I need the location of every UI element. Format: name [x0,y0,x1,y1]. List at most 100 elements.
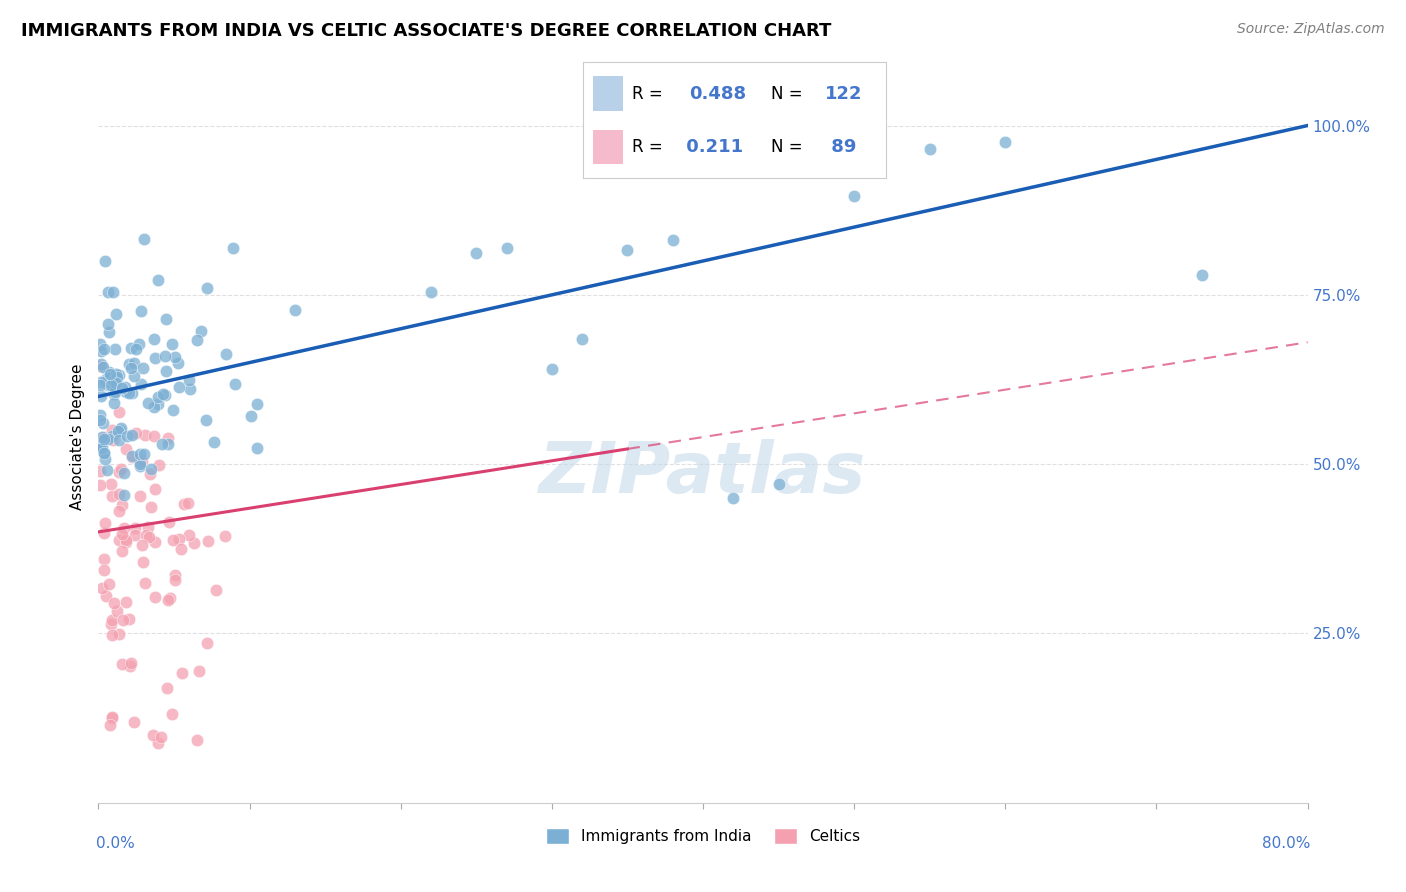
Point [142,728,165,742]
Point [146,397,169,411]
Point [115,385,138,400]
Point [224,376,246,391]
Point [246,441,269,455]
Point [143,482,166,496]
Point [103,433,125,447]
Point [93,445,115,459]
Legend: Immigrants from India, Celtics: Immigrants from India, Celtics [540,822,866,850]
Point [134,447,156,461]
Point [156,593,179,607]
Point [96,463,118,477]
Point [139,500,162,514]
Point [190,324,212,338]
Point [143,590,166,604]
Point [112,466,135,480]
Point [93,526,115,541]
Point [131,361,153,376]
Point [157,515,180,529]
Point [104,376,127,391]
Text: 80.0%: 80.0% [1261,836,1310,851]
Point [110,421,132,435]
Point [155,388,177,402]
Point [420,285,443,299]
Point [103,387,125,401]
Point [107,424,129,438]
Point [115,533,138,547]
Point [195,636,218,650]
Point [118,612,141,626]
Point [155,349,177,363]
Bar [592,129,623,164]
Point [107,486,129,500]
Point [120,657,142,671]
Point [91,416,114,430]
Point [108,368,131,383]
Point [284,302,307,317]
Text: 89: 89 [825,138,856,156]
Point [115,442,138,456]
Point [205,582,228,597]
Point [89,408,111,422]
Point [122,356,145,370]
Point [121,450,143,465]
Text: N =: N = [770,85,803,103]
Point [93,563,115,577]
Point [129,457,152,471]
Point [114,380,136,394]
Point [214,347,236,361]
Point [131,454,153,468]
Point [101,613,124,627]
Point [128,447,150,461]
Point [108,627,131,641]
Point [156,431,179,445]
Point [118,357,141,371]
Point [146,273,169,287]
Point [124,521,146,535]
Point [146,736,169,750]
Point [94,374,117,388]
Point [89,413,111,427]
Point [169,380,191,394]
Point [160,337,183,351]
Point [94,372,117,386]
Point [90,343,112,358]
Text: IMMIGRANTS FROM INDIA VS CELTIC ASSOCIATE'S DEGREE CORRELATION CHART: IMMIGRANTS FROM INDIA VS CELTIC ASSOCIAT… [21,22,831,40]
Point [111,498,134,512]
Text: 122: 122 [825,85,863,103]
Point [240,409,263,423]
Point [179,382,201,396]
Point [155,364,177,378]
Point [103,285,125,299]
Point [155,681,177,695]
Text: 0.211: 0.211 [681,138,744,156]
Point [135,528,157,542]
Point [104,380,127,394]
Point [155,311,177,326]
Point [96,285,118,300]
Point [94,452,117,467]
Point [90,388,112,402]
Point [143,535,166,549]
Point [101,628,124,642]
Point [97,432,120,446]
Point [98,718,121,732]
Point [112,488,135,502]
Point [101,710,124,724]
Point [105,367,128,381]
Point [143,333,166,347]
Point [143,400,166,414]
Point [93,342,115,356]
Point [100,378,122,392]
Point [222,241,245,255]
Point [105,370,128,384]
Point [197,534,219,549]
Text: R =: R = [631,85,662,103]
Point [89,359,111,373]
Point [90,429,112,443]
Point [844,189,866,203]
Point [768,477,790,491]
Point [108,465,131,479]
Point [186,733,208,747]
Point [540,362,562,376]
Point [112,521,135,535]
